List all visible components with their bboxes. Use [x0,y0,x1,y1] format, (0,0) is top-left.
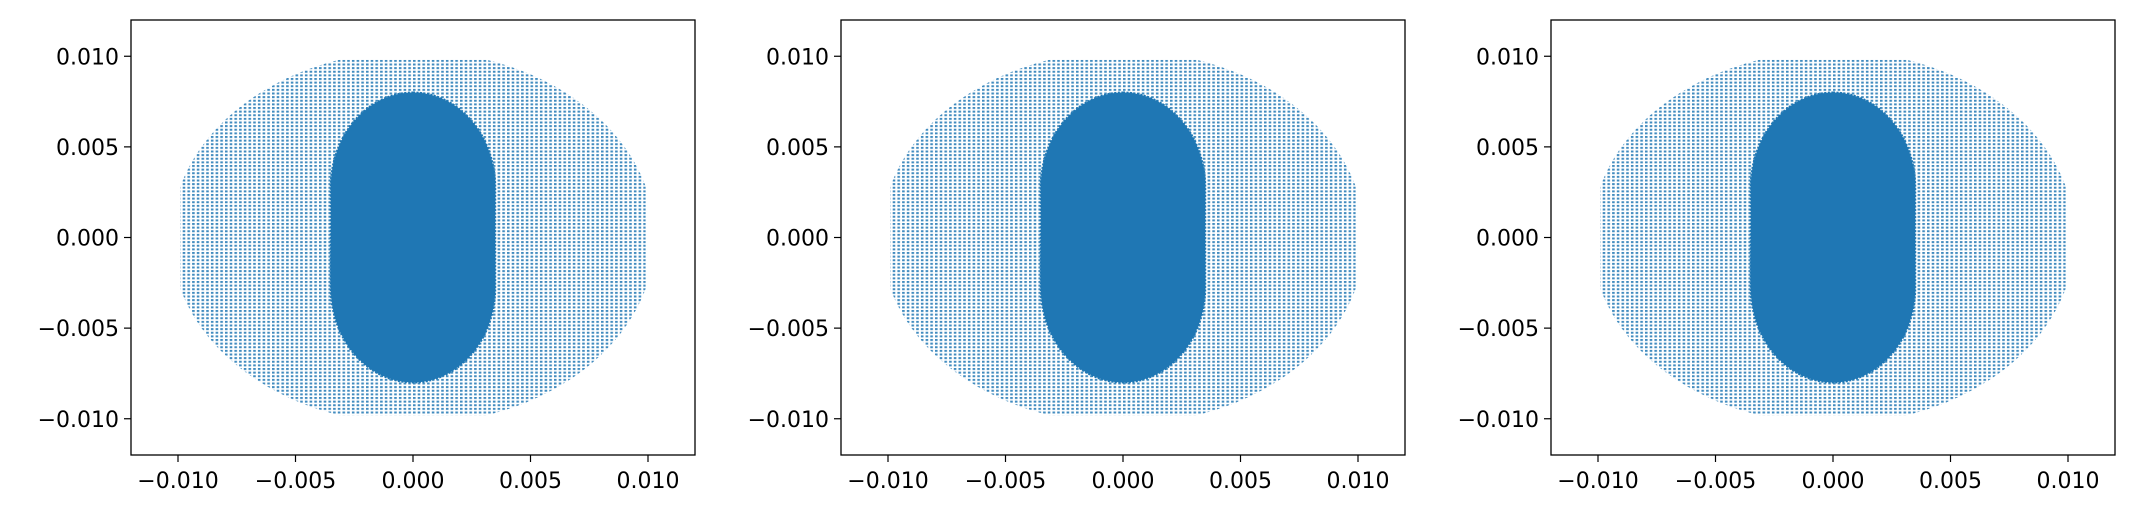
x-tick-label: 0.000 [1092,469,1155,494]
x-tick-label: 0.010 [617,469,680,494]
y-tick-label: 0.010 [766,45,829,70]
x-tick-label: −0.010 [1557,469,1638,494]
y-tick-label: −0.005 [748,317,829,342]
series-dense-cloud [1749,91,1917,384]
x-tick-label: 0.000 [1802,469,1865,494]
x-tick-label: 0.000 [382,469,445,494]
subplot-1: −0.010 −0.005 0.000 0.005 0.010 −0.010 −0.005 0… [38,19,696,494]
y-tick-label: 0.000 [56,227,119,252]
plot-area [890,59,1356,416]
x-tick-label: 0.005 [1209,469,1272,494]
y-tick-label: 0.005 [56,136,119,161]
x-tick-label: 0.010 [1327,469,1390,494]
subplot-2: −0.010 −0.005 0.000 0.005 0.010 −0.010 −0.005 0… [748,19,1406,494]
subplot-3: −0.010 −0.005 0.000 0.005 0.010 −0.010 −0.005 0… [1458,19,2116,494]
x-tick-label: −0.010 [137,469,218,494]
y-tick-label: 0.010 [56,45,119,70]
x-tick-label: 0.010 [2037,469,2100,494]
x-tick-label: −0.010 [847,469,928,494]
y-tick-label: 0.000 [766,227,829,252]
y-tick-label: −0.010 [748,408,829,433]
y-tick-label: 0.010 [1476,45,1539,70]
y-tick-label: 0.005 [1476,136,1539,161]
x-tick-label: −0.005 [1675,469,1756,494]
y-tick-label: −0.010 [38,408,119,433]
x-tick-label: −0.005 [965,469,1046,494]
y-tick-label: 0.000 [1476,227,1539,252]
x-tick-label: −0.005 [255,469,336,494]
series-dense-cloud [329,91,497,384]
series-dense-cloud [1039,91,1207,384]
y-tick-label: −0.010 [1458,408,1539,433]
plot-area [1600,59,2066,416]
plot-area [180,59,646,416]
y-tick-label: −0.005 [1458,317,1539,342]
y-tick-label: 0.005 [766,136,829,161]
y-tick-label: −0.005 [38,317,119,342]
x-tick-label: 0.005 [1919,469,1982,494]
x-tick-label: 0.005 [499,469,562,494]
